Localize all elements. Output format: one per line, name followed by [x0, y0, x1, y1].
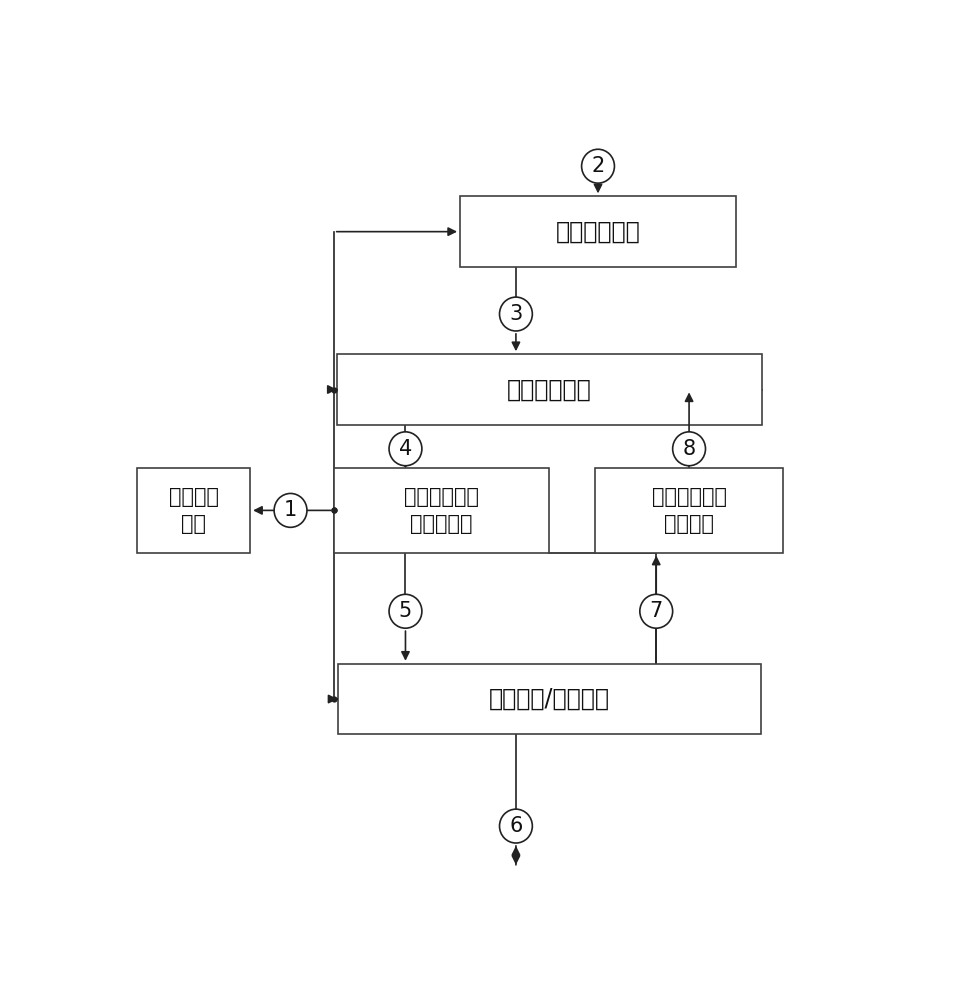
Text: 1: 1: [284, 500, 298, 520]
Text: 7: 7: [650, 601, 663, 621]
Bar: [334, 468, 549, 553]
Text: 正向发送数据
预处理模块: 正向发送数据 预处理模块: [403, 487, 479, 534]
Text: 4: 4: [399, 439, 412, 459]
Circle shape: [500, 809, 533, 843]
Text: 8: 8: [683, 439, 695, 459]
Bar: [460, 196, 736, 267]
Circle shape: [500, 297, 533, 331]
Text: 数据存储模块: 数据存储模块: [508, 377, 592, 401]
Text: 进程控制
模块: 进程控制 模块: [169, 487, 219, 534]
Bar: [595, 468, 783, 553]
Circle shape: [639, 594, 672, 628]
Text: 数据发送/接收模块: 数据发送/接收模块: [489, 687, 610, 711]
Circle shape: [672, 432, 706, 466]
Text: 3: 3: [509, 304, 523, 324]
Circle shape: [582, 149, 614, 183]
Circle shape: [389, 432, 422, 466]
Bar: [338, 664, 762, 734]
Circle shape: [274, 493, 307, 527]
Text: 2: 2: [591, 156, 605, 176]
Text: 文件读取模块: 文件读取模块: [556, 220, 640, 244]
Text: 6: 6: [509, 816, 523, 836]
Circle shape: [389, 594, 422, 628]
Bar: [337, 354, 763, 425]
Bar: [137, 468, 250, 553]
Text: 5: 5: [399, 601, 412, 621]
Text: 返向控制数据
处理模块: 返向控制数据 处理模块: [652, 487, 726, 534]
